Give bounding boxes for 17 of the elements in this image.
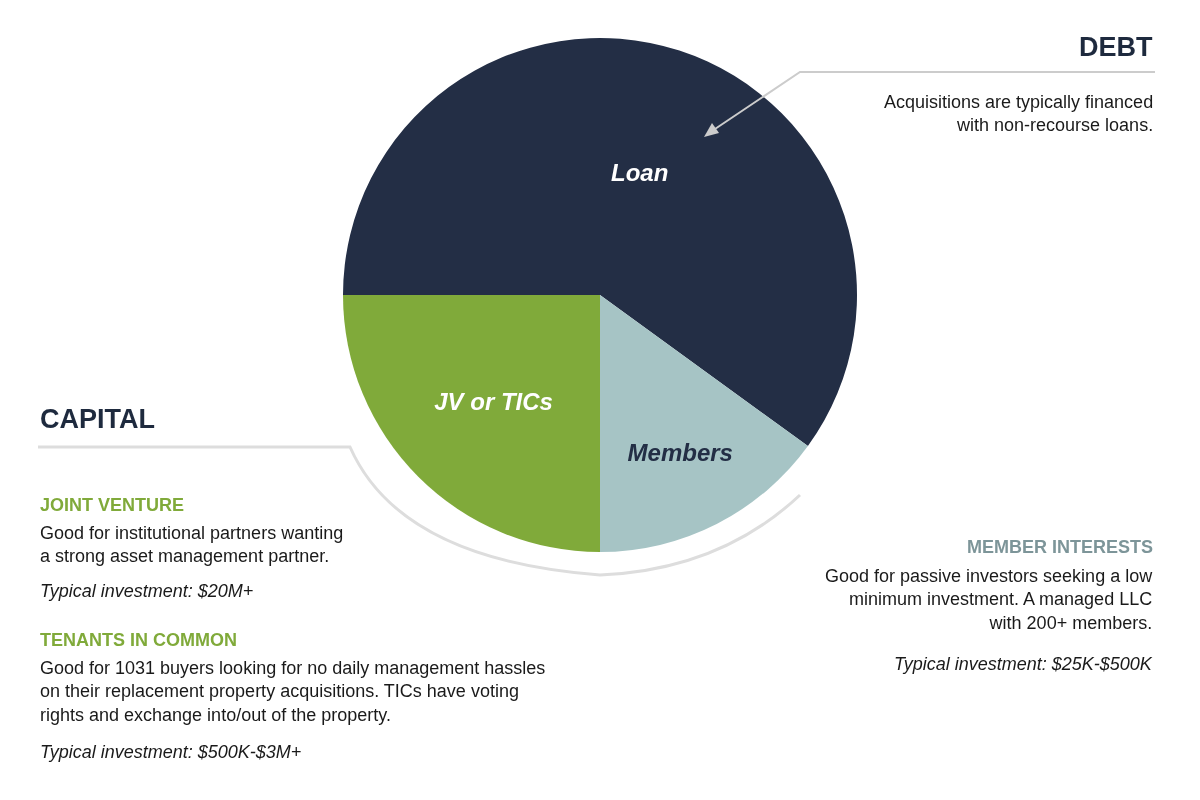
pie-slice bbox=[343, 295, 600, 552]
text: Typical investment: $20M+ bbox=[40, 581, 254, 601]
text: Typical investment: $500K-$3M+ bbox=[40, 742, 302, 762]
text: MEMBER INTERESTS bbox=[967, 537, 1154, 557]
text: TENANTS IN COMMON bbox=[40, 630, 237, 650]
text: Typical investment: $25K-$500K bbox=[894, 654, 1153, 674]
slice-label: Members bbox=[627, 438, 733, 466]
pie-slice bbox=[600, 295, 808, 552]
text: Good for 1031 buyers looking for no daily management hassles on their replacement property acquisitions. TICs have voting rights and exchange into/out of the property. bbox=[40, 658, 546, 725]
text: JOINT VENTURE bbox=[40, 495, 185, 515]
text: Acquisitions are typically financed with non-recourse loans. bbox=[884, 92, 1154, 136]
text: Good for passive investors seeking a low minimum investment. A managed LLC with 200+ members. bbox=[825, 566, 1154, 633]
text: Good for institutional partners wanting a strong asset management partner. bbox=[40, 523, 344, 567]
text: CAPITAL bbox=[40, 404, 155, 434]
slice-label: JV or TICs bbox=[434, 387, 553, 415]
slice-label: Loan bbox=[611, 159, 669, 187]
text: DEBT bbox=[1079, 32, 1154, 62]
